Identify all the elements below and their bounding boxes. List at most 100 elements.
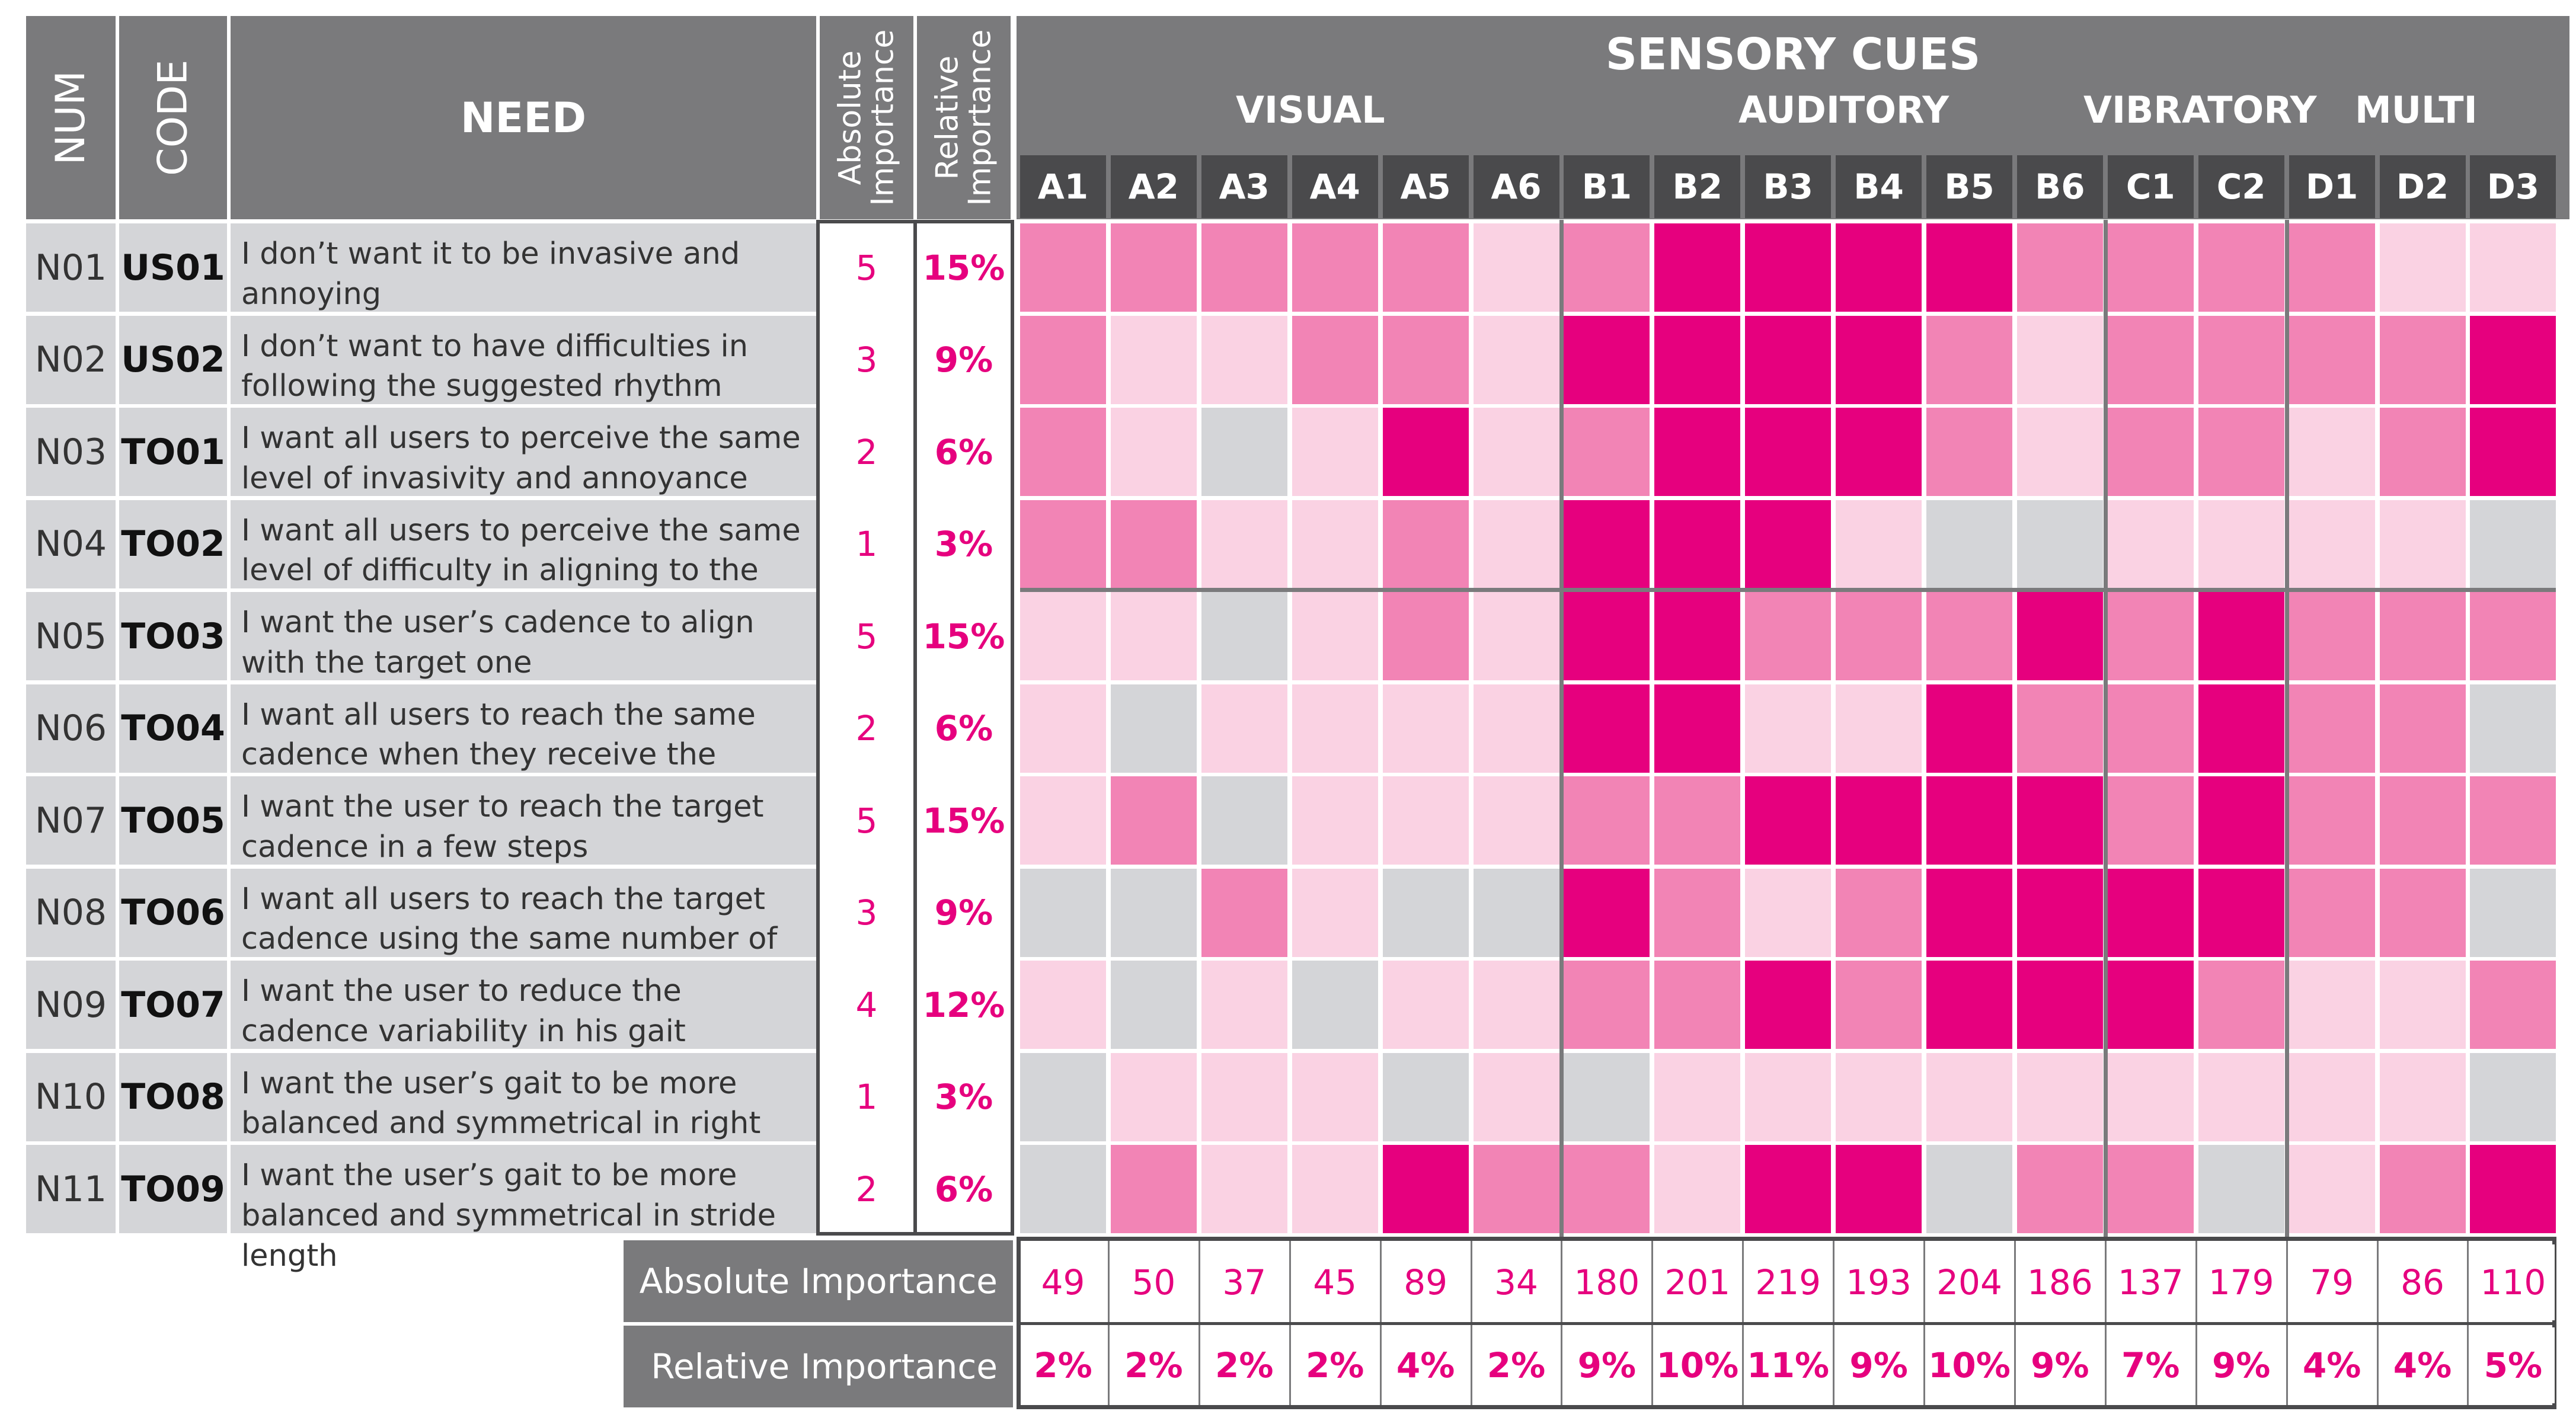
heatmap-cell-n10-a2 (1110, 1052, 1197, 1141)
column-header-b4: B4 (1836, 155, 1922, 218)
heatmap-cell-n10-a1 (1020, 1052, 1106, 1141)
row-relative-importance: 15% (917, 592, 1011, 680)
heatmap-cell-n10-a4 (1292, 1052, 1378, 1141)
heatmap-cell-n05-b6 (2016, 592, 2103, 680)
heatmap-cell-n09-a5 (1382, 961, 1469, 1049)
footer-absolute-d2: 86 (2380, 1244, 2465, 1320)
heatmap-cell-n05-d1 (2289, 592, 2375, 680)
footer-absolute-a6: 34 (1474, 1244, 1558, 1320)
heatmap-cell-n10-a3 (1201, 1052, 1287, 1141)
row-need: I want all users to perceive the same le… (231, 500, 816, 628)
num-header: NUM (26, 16, 116, 219)
group-visual-label: VISUAL (1236, 88, 1385, 132)
heatmap-cell-n03-a1 (1020, 408, 1106, 496)
heatmap-cell-n09-d1 (2289, 961, 2375, 1049)
footer-relative-d2: 4% (2380, 1327, 2465, 1403)
heatmap-cell-n11-d2 (2379, 1145, 2466, 1233)
heatmap-cell-n04-d1 (2289, 500, 2375, 588)
footer-absolute-c1: 137 (2108, 1244, 2193, 1320)
heatmap-cell-n01-d3 (2470, 223, 2556, 312)
column-header-a6: A6 (1473, 155, 1559, 218)
column-header-d2: D2 (2379, 155, 2466, 218)
heatmap-cell-n01-a1 (1020, 223, 1106, 312)
heatmap-cell-n08-b3 (1745, 868, 1832, 957)
row-code: US02 (119, 315, 227, 404)
group-separator-2 (2284, 220, 2289, 1237)
heatmap-cell-n08-a3 (1201, 868, 1287, 957)
row-absolute-importance: 1 (820, 500, 913, 588)
heatmap-cell-n11-c2 (2198, 1145, 2284, 1233)
column-header-c1: C1 (2107, 155, 2194, 218)
heatmap-cell-n02-a5 (1382, 315, 1469, 404)
heatmap-cell-n10-c2 (2198, 1052, 2284, 1141)
heatmap-cell-n06-c2 (2198, 684, 2284, 773)
row-num: N08 (26, 868, 116, 957)
heatmap-cell-n06-b1 (1564, 684, 1650, 773)
heatmap-cell-n09-b1 (1564, 961, 1650, 1049)
heatmap-cell-n07-b1 (1564, 776, 1650, 865)
heatmap-cell-n07-d2 (2379, 776, 2466, 865)
row-absolute-importance: 5 (820, 223, 913, 312)
heatmap-cell-n05-d3 (2470, 592, 2556, 680)
group-separator-0 (1559, 220, 1564, 1237)
heatmap-cell-n02-b6 (2016, 315, 2103, 404)
heatmap-cell-n03-d2 (2379, 408, 2466, 496)
row-num: N07 (26, 776, 116, 865)
need-header-label: NEED (460, 93, 587, 142)
heatmap-cell-n04-a2 (1110, 500, 1197, 588)
heatmap-cell-n05-a3 (1201, 592, 1287, 680)
heatmap-cell-n10-b4 (1836, 1052, 1922, 1141)
heatmap-cell-n05-c2 (2198, 592, 2284, 680)
abs-importance-header-label: Absolute Importance (832, 29, 901, 206)
heatmap-cell-n07-c2 (2198, 776, 2284, 865)
footer-absolute-a1: 49 (1021, 1244, 1105, 1320)
footer-absolute-b5: 204 (1928, 1244, 2011, 1320)
heatmap-cell-n08-b6 (2016, 868, 2103, 957)
group-separator-1 (2103, 220, 2108, 1237)
column-header-a5: A5 (1382, 155, 1469, 218)
heatmap-cell-n03-b4 (1836, 408, 1922, 496)
heatmap-cell-n01-d2 (2379, 223, 2466, 312)
row-need: I want all users to reach the same caden… (231, 684, 816, 812)
column-header-b2: B2 (1654, 155, 1741, 218)
heatmap-cell-n09-c2 (2198, 961, 2284, 1049)
heatmap-cell-n04-a1 (1020, 500, 1106, 588)
heatmap-cell-n07-b3 (1745, 776, 1832, 865)
column-header-a2: A2 (1110, 155, 1197, 218)
row-need: I want the user to reach the target cade… (231, 776, 816, 865)
heatmap-cell-n02-a4 (1292, 315, 1378, 404)
heatmap-cell-n04-d3 (2470, 500, 2556, 588)
heatmap-cell-n10-b2 (1654, 1052, 1741, 1141)
heatmap-cell-n03-b3 (1745, 408, 1832, 496)
heatmap-cell-n08-d3 (2470, 868, 2556, 957)
heatmap-cell-n03-c2 (2198, 408, 2284, 496)
row-code: TO03 (119, 592, 227, 680)
row-relative-importance: 9% (917, 315, 1011, 404)
heatmap-cell-n11-b4 (1836, 1145, 1922, 1233)
footer-absolute-b6: 186 (2018, 1244, 2102, 1320)
heatmap-cell-n06-d1 (2289, 684, 2375, 773)
heatmap-cell-n08-a5 (1382, 868, 1469, 957)
heatmap-cell-n02-b2 (1654, 315, 1741, 404)
heatmap-cell-n05-a5 (1382, 592, 1469, 680)
group-multi-label: MULTI (2355, 88, 2478, 132)
heatmap-cell-n07-b5 (1926, 776, 2012, 865)
row-need: I don’t want to have difficulties in fol… (231, 315, 816, 404)
column-header-b6: B6 (2016, 155, 2103, 218)
heatmap-cell-n08-b5 (1926, 868, 2012, 957)
heatmap-cell-n06-a1 (1020, 684, 1106, 773)
footer-relative-a4: 2% (1293, 1327, 1377, 1403)
heatmap-cell-n06-d2 (2379, 684, 2466, 773)
heatmap-cell-n04-b5 (1926, 500, 2012, 588)
heatmap-cell-n02-b5 (1926, 315, 2012, 404)
heatmap-cell-n09-d2 (2379, 961, 2466, 1049)
heatmap-cell-n05-b4 (1836, 592, 1922, 680)
heatmap-cell-n07-a5 (1382, 776, 1469, 865)
footer-relative-a5: 4% (1383, 1327, 1468, 1403)
importance-divider (913, 220, 917, 1236)
row-need: I want the user’s cadence to align with … (231, 592, 816, 680)
row-relative-importance: 6% (917, 1145, 1011, 1233)
heatmap-cell-n03-b5 (1926, 408, 2012, 496)
heatmap-cell-n10-b6 (2016, 1052, 2103, 1141)
heatmap-cell-n11-b3 (1745, 1145, 1832, 1233)
